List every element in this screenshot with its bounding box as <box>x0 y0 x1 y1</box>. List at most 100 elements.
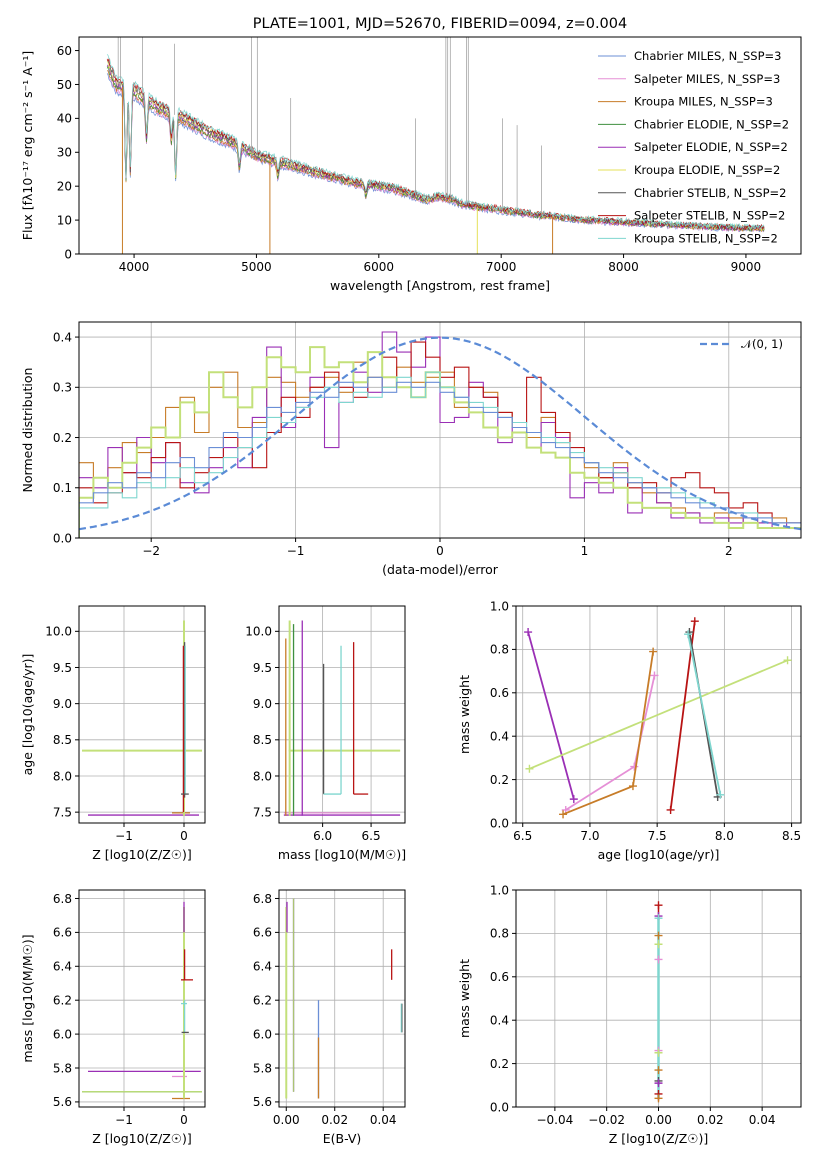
spectrum-legend: Chabrier MILES, N_SSP=3 Salpeter MILES, N… <box>598 49 789 245</box>
weight_vs_Z-point-12 <box>654 1094 663 1103</box>
spectrum-ytick-label-3: 30 <box>57 146 72 160</box>
age_vs_Z-ytick-label-0: 7.5 <box>53 805 72 819</box>
residuals-xtick-label-3: 1 <box>581 544 589 558</box>
spectrum-legend-label-0: Chabrier MILES, N_SSP=3 <box>634 49 781 63</box>
weight_vs_age-ylabel: mass weight <box>457 675 472 754</box>
weight_vs_age-axes: 6.5 7.0 7.5 8.0 8.5 0.0 0.2 0.4 0.6 0.8 1.0 age [lo… <box>457 599 801 862</box>
mass_vs_Z-ytick-label-6: 6.8 <box>53 892 72 906</box>
weight_vs_age-ytick-label-2: 0.4 <box>490 730 509 744</box>
mass_vs_Z-ylabel: mass [log10(M/M☉)] <box>20 934 35 1062</box>
age_vs_Z-frame <box>78 605 206 824</box>
weight_vs_age-point-6-0 <box>684 630 693 639</box>
mass_vs_Z-ytick-label-5: 6.6 <box>53 926 72 940</box>
age_vs_Z-ytick-label-4: 9.5 <box>53 661 72 675</box>
spectrum-legend-label-5: Kroupa ELODIE, N_SSP=2 <box>634 163 780 177</box>
weight_vs_Z-point-5 <box>654 955 663 964</box>
mass_vs_EBV-xtick-label-1: 0.02 <box>321 1113 348 1127</box>
weight_vs_age-ytick-label-1: 0.2 <box>490 773 509 787</box>
age_vs_Z-ytick-label-2: 8.5 <box>53 733 72 747</box>
weight_vs_Z-xtick-label-1: −0.02 <box>588 1113 625 1127</box>
weight_vs_Z-xtick-label-4: 0.04 <box>749 1113 776 1127</box>
age_vs_Z-xtick-label-1: 0 <box>180 829 188 843</box>
weight_vs_age-line-2 <box>562 651 654 816</box>
age_vs_mass-xtick-label-0: 6.0 <box>313 829 332 843</box>
spectrum-xtick-label-0: 4000 <box>119 260 150 274</box>
weight_vs_Z-xlabel: Z [log10(Z/Z☉)] <box>609 1131 709 1146</box>
age_vs_mass-axes: 6.0 6.5 7.5 8.0 8.5 9.0 9.5 10.0 mass [log10(M/M… <box>245 606 406 862</box>
age_vs_mass-ytick-label-0: 7.5 <box>253 805 272 819</box>
weight_vs_Z-point-4 <box>654 940 663 949</box>
residuals-ylabel: Normed distribution <box>20 368 35 493</box>
age_vs_mass-frame <box>278 605 406 824</box>
weight_vs_Z-point-7 <box>654 1048 663 1057</box>
spectrum-xtick-label-5: 9000 <box>731 260 762 274</box>
spectrum-ytick-label-5: 50 <box>57 78 72 92</box>
mass_vs_Z-xtick-label-1: 0 <box>180 1113 188 1127</box>
age_vs_mass-xlabel: mass [log10(M/M☉)] <box>278 847 406 862</box>
age_vs_Z-axes: −1 0 7.5 8.0 8.5 9.0 9.5 10.0 Z [log10(Z/Z☉)] age… <box>20 606 205 862</box>
weight_vs_age-ytick-label-3: 0.6 <box>490 686 509 700</box>
weight_vs_age-point-6-1 <box>716 790 725 799</box>
spectrum-legend-label-6: Chabrier STELIB, N_SSP=2 <box>634 186 786 200</box>
mass_vs_EBV-ytick-label-6: 6.8 <box>253 892 272 906</box>
weight_vs_age-ytick-label-0: 0.0 <box>490 816 509 830</box>
weight_vs_Z-ytick-label-1: 0.2 <box>490 1057 509 1071</box>
residuals-frame <box>78 321 802 539</box>
weight_vs_Z-ytick-label-5: 1.0 <box>490 883 509 897</box>
age_vs_Z-xtick-label-0: −1 <box>115 829 133 843</box>
weight_vs_age-point-1-1 <box>630 762 639 771</box>
residuals-gaussian <box>79 336 801 531</box>
weight_vs_Z-point-3 <box>654 931 663 940</box>
age_vs_Z-ylabel: age [log10(age/yr)] <box>20 654 35 776</box>
spectrum-xtick-label-3: 7000 <box>486 260 517 274</box>
residuals-xtick-label-2: 0 <box>436 544 444 558</box>
mass_vs_Z-ytick-label-1: 5.8 <box>53 1061 72 1075</box>
weight_vs_age-point-2-2 <box>649 647 658 656</box>
weight_vs_age-xtick-label-3: 8.0 <box>715 829 734 843</box>
weight_vs_age-xtick-label-1: 7.0 <box>580 829 599 843</box>
weight_vs_Z-ytick-label-4: 0.8 <box>490 927 509 941</box>
weight_vs_age-xtick-label-0: 6.5 <box>513 829 532 843</box>
spectrum-ytick-label-4: 40 <box>57 112 72 126</box>
spectrum-legend-label-2: Kroupa MILES, N_SSP=3 <box>634 95 773 109</box>
residuals-plot <box>79 331 801 538</box>
weight_vs_age-point-0-1 <box>569 795 578 804</box>
weight_vs_age-ytick-label-5: 1.0 <box>490 599 509 613</box>
residuals-xtick-label-4: 2 <box>725 544 733 558</box>
weight_vs_Z-ylabel: mass weight <box>457 959 472 1038</box>
spectrum-xtick-label-1: 5000 <box>241 260 272 274</box>
spectrum-legend-label-3: Chabrier ELODIE, N_SSP=2 <box>634 117 789 131</box>
weight_vs_age-point-3-0 <box>525 764 534 773</box>
spectrum-axes: 4000 5000 6000 7000 8000 9000 0 10 20 30 40 50 60 wav… <box>20 44 761 293</box>
weight_vs_age-line-6 <box>687 634 722 795</box>
residuals-legend-label: 𝒩(0, 1) <box>741 337 783 351</box>
mass_vs_Z-ytick-label-4: 6.4 <box>53 960 72 974</box>
weight_vs_Z-xtick-label-0: −0.04 <box>536 1113 573 1127</box>
residuals-xtick-label-1: −1 <box>287 544 305 558</box>
age_vs_Z-ytick-label-5: 10.0 <box>45 625 72 639</box>
weight_vs_age-point-2-0 <box>559 810 568 819</box>
mass_vs_EBV-xtick-label-2: 0.04 <box>370 1113 397 1127</box>
spectrum-legend-label-7: Salpeter STELIB, N_SSP=2 <box>634 209 785 223</box>
spectrum-legend-label-8: Kroupa STELIB, N_SSP=2 <box>634 231 778 245</box>
mass_vs_EBV-ytick-label-2: 6.0 <box>253 1027 272 1041</box>
weight_vs_Z-ytick-label-3: 0.6 <box>490 970 509 984</box>
residuals-hist-1 <box>79 331 801 538</box>
weight_vs_age-point-4-1 <box>690 617 699 626</box>
weight_vs_age-ytick-label-4: 0.8 <box>490 643 509 657</box>
age_vs_mass-xtick-label-1: 6.5 <box>362 829 381 843</box>
age_vs_mass-ytick-label-3: 9.0 <box>253 697 272 711</box>
age_vs_Z-ytick-label-1: 8.0 <box>53 769 72 783</box>
weight_vs_age-point-3-1 <box>783 656 792 665</box>
age_vs_mass-ytick-label-5: 10.0 <box>245 625 272 639</box>
mass_vs_Z-ytick-label-3: 6.2 <box>53 993 72 1007</box>
weight_vs_Z-ytick-label-0: 0.0 <box>490 1100 509 1114</box>
mass_vs_EBV-xlabel: E(B-V) <box>323 1131 362 1146</box>
weight_vs_Z-frame <box>515 889 802 1108</box>
spectrum-plot <box>106 37 765 254</box>
spectrum-ytick-label-1: 10 <box>57 213 72 227</box>
weight_vs_Z-xtick-label-3: 0.02 <box>697 1113 724 1127</box>
weight_vs_age-line-3 <box>529 659 788 770</box>
weight_vs_age-xtick-label-2: 7.5 <box>648 829 667 843</box>
